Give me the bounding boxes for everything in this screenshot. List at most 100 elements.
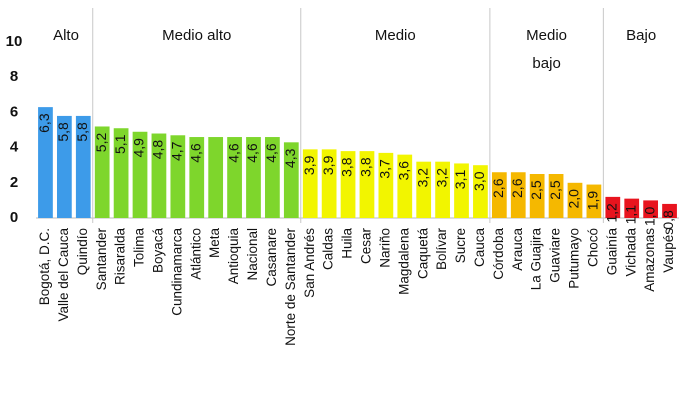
y-tick-label: 2	[10, 174, 18, 191]
value-label: 1,1	[622, 205, 638, 225]
bar	[662, 203, 677, 218]
value-label: 2,5	[528, 180, 544, 200]
value-label: 1,0	[641, 206, 657, 226]
x-tick-label: Valle del Cauca	[56, 228, 71, 322]
value-label: 4,6	[244, 143, 260, 163]
x-tick-label: Meta	[207, 228, 222, 259]
bar	[113, 128, 129, 218]
value-label: 2,6	[490, 178, 506, 198]
bar	[643, 200, 659, 218]
y-tick-label: 8	[10, 68, 18, 85]
group-label: Bajo	[626, 27, 657, 44]
x-tick-label: Caquetá	[415, 228, 430, 280]
bar	[265, 137, 280, 218]
value-label: 5,8	[74, 122, 90, 142]
value-label: 2,5	[547, 180, 563, 200]
y-tick-label: 10	[6, 33, 23, 50]
x-tick-label: Atlántico	[188, 228, 203, 280]
x-tick-label: Cauca	[472, 228, 487, 268]
bar	[302, 149, 318, 218]
bar	[321, 149, 337, 218]
value-label: 4,6	[187, 143, 203, 163]
value-label: 3,0	[471, 171, 487, 191]
value-label: 3,7	[377, 159, 393, 179]
bar	[529, 174, 545, 218]
x-tick-label: San Andrés	[302, 228, 317, 298]
value-label: 3,2	[414, 168, 430, 188]
bar	[246, 137, 261, 218]
value-label: 4,9	[131, 138, 147, 158]
bar	[170, 135, 186, 218]
value-label: 4,3	[282, 148, 298, 168]
group-label: Alto	[53, 27, 79, 44]
bar	[151, 133, 167, 218]
group-label-box: Alto	[53, 27, 79, 44]
bar	[378, 152, 394, 218]
x-tick-label: Casanare	[264, 228, 279, 287]
x-tick-label: Vichada	[623, 228, 638, 277]
value-label: 2,6	[509, 178, 525, 198]
bar	[624, 198, 640, 218]
group-label-box: Medio alto	[162, 27, 232, 44]
x-tick-label: Chocó	[585, 228, 600, 267]
value-label: 4,7	[169, 141, 185, 161]
value-label: 6,3	[36, 113, 52, 133]
value-label: 3,9	[320, 155, 336, 175]
bar	[340, 151, 356, 218]
value-label: 5,1	[112, 134, 128, 154]
value-label: 2,0	[566, 189, 582, 209]
value-label: 1,2	[604, 203, 620, 223]
value-label: 3,8	[358, 157, 374, 177]
group-label-box: Medio bajo	[526, 27, 567, 72]
value-label: 4,8	[150, 140, 166, 160]
value-label: 3,6	[395, 161, 411, 181]
value-label: 3,1	[452, 169, 468, 189]
value-label: 4,6	[263, 143, 279, 163]
x-tick-label: Magdalena	[396, 228, 411, 295]
bar	[283, 142, 299, 218]
value-label: 4,6	[225, 143, 241, 163]
x-tick-label: Caldas	[321, 228, 336, 270]
x-tick-label: Amazonas	[642, 228, 657, 292]
bar	[132, 131, 148, 218]
x-tick-label: Boyacá	[150, 228, 165, 274]
y-tick-label: 6	[10, 103, 18, 120]
bar	[189, 137, 205, 218]
x-tick-label: Guaviare	[548, 228, 563, 283]
y-tick-label: 0	[10, 209, 18, 226]
bar	[397, 154, 413, 218]
group-label-box: Medio	[374, 27, 416, 44]
bar	[227, 137, 242, 218]
bar	[586, 184, 602, 218]
value-label: 3,8	[339, 157, 355, 177]
bar	[38, 107, 53, 218]
x-tick-label: Huila	[340, 228, 355, 259]
x-tick-label: Arauca	[510, 228, 525, 271]
bar	[548, 174, 564, 218]
x-tick-label: Córdoba	[491, 228, 506, 280]
x-tick-label: Putumayo	[567, 228, 582, 289]
x-tick-label: Antioquia	[226, 228, 241, 285]
bar	[473, 165, 488, 218]
bar	[454, 163, 469, 218]
group-label: Medio alto	[162, 27, 232, 44]
bar	[491, 172, 507, 218]
value-label: 5,8	[55, 122, 71, 142]
bar	[75, 115, 91, 218]
bar	[208, 137, 224, 218]
value-label: 3,9	[301, 155, 317, 175]
x-tick-label: La Guajira	[529, 228, 544, 291]
x-tick-label: Bogotá, D.C.	[37, 228, 52, 305]
bar	[567, 182, 583, 218]
bar	[605, 196, 621, 218]
x-tick-label: Cundinamarca	[169, 228, 184, 316]
group-label: Medio	[374, 27, 416, 44]
bar	[435, 161, 450, 218]
x-tick-label: Sucre	[453, 228, 468, 263]
x-tick-label: Nariño	[377, 228, 392, 268]
x-tick-label: Santander	[94, 228, 109, 291]
value-label: 1,9	[585, 191, 601, 211]
group-label-box: Bajo	[626, 27, 657, 44]
x-tick-label: Bolívar	[434, 228, 449, 271]
